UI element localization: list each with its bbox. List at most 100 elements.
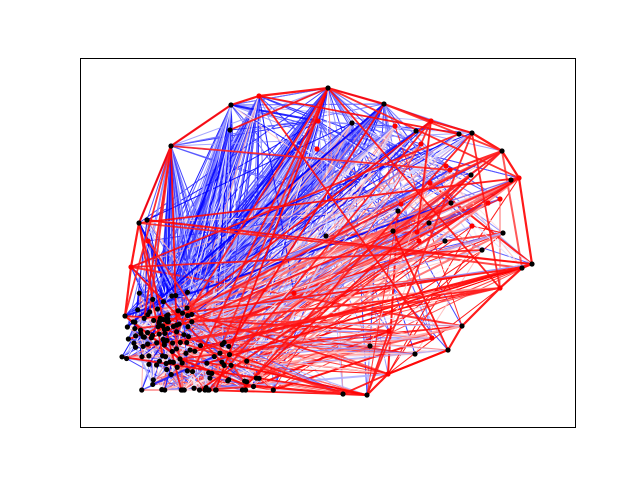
graph-edge bbox=[444, 232, 504, 242]
graph-edge bbox=[187, 326, 449, 351]
graph-edge bbox=[124, 145, 172, 317]
graph-edge bbox=[209, 169, 451, 379]
graph-node bbox=[349, 120, 355, 126]
graph-node bbox=[196, 387, 203, 393]
graph-node bbox=[153, 362, 160, 368]
graph-edge bbox=[129, 222, 141, 268]
graph-edge bbox=[327, 87, 501, 289]
graph-node bbox=[189, 311, 195, 318]
graph-node bbox=[428, 118, 434, 124]
graph-node bbox=[499, 148, 505, 154]
graph-edge bbox=[153, 125, 396, 321]
graph-node bbox=[443, 163, 449, 169]
graph-edge bbox=[430, 119, 473, 135]
graph-node bbox=[497, 196, 503, 202]
graph-node bbox=[426, 220, 432, 226]
graph-edge bbox=[221, 87, 329, 345]
graph-node bbox=[167, 359, 173, 365]
graph-edge bbox=[394, 125, 417, 132]
graph-edge bbox=[224, 341, 416, 355]
graph-node bbox=[150, 377, 156, 383]
graph-node bbox=[227, 127, 233, 133]
node-layer bbox=[119, 85, 535, 398]
graph-node bbox=[150, 381, 156, 388]
graph-edge bbox=[383, 103, 503, 152]
graph-node bbox=[170, 323, 176, 330]
graph-edge bbox=[179, 358, 225, 367]
graph-edge bbox=[387, 287, 501, 375]
graph-edge bbox=[447, 325, 463, 351]
graph-node bbox=[270, 387, 276, 393]
graph-edge bbox=[143, 145, 172, 319]
graph-node bbox=[529, 261, 535, 267]
graph-edge bbox=[342, 373, 389, 395]
graph-node bbox=[154, 340, 160, 346]
graph-node bbox=[448, 200, 454, 206]
graph-node bbox=[132, 344, 139, 350]
graph-edge bbox=[499, 267, 523, 289]
graph-node bbox=[219, 341, 225, 348]
graph-node bbox=[165, 312, 171, 318]
graph-node bbox=[169, 293, 175, 299]
graph-node bbox=[207, 375, 213, 381]
graph-node bbox=[177, 339, 183, 346]
graph-node bbox=[139, 354, 145, 360]
graph-node bbox=[162, 354, 169, 360]
graph-node bbox=[416, 238, 422, 244]
graph-node bbox=[184, 368, 190, 374]
graph-node bbox=[412, 351, 418, 357]
graph-edge bbox=[134, 346, 154, 385]
graph-node bbox=[242, 378, 248, 384]
edge-layer bbox=[121, 86, 534, 397]
graph-node bbox=[151, 317, 157, 324]
graph-edge bbox=[170, 145, 178, 332]
graph-node bbox=[122, 313, 128, 319]
graph-node bbox=[124, 324, 130, 330]
graph-node bbox=[508, 177, 514, 183]
graph-node bbox=[185, 333, 192, 340]
graph-node bbox=[244, 358, 250, 364]
graph-edge bbox=[165, 145, 172, 316]
graph-node bbox=[385, 371, 391, 377]
graph-edge bbox=[146, 122, 353, 221]
graph-edge bbox=[185, 352, 247, 383]
graph-node bbox=[242, 387, 249, 393]
graph-node bbox=[176, 321, 182, 327]
graph-node bbox=[139, 387, 145, 393]
graph-edge bbox=[171, 295, 183, 314]
graph-node bbox=[145, 311, 151, 318]
graph-edge bbox=[170, 120, 319, 147]
graph-edge bbox=[351, 122, 489, 204]
graph-node bbox=[204, 360, 210, 366]
graph-node bbox=[168, 143, 174, 149]
graph-node bbox=[226, 343, 232, 349]
graph-edge bbox=[325, 87, 329, 237]
graph-node bbox=[314, 146, 320, 152]
graph-node bbox=[456, 131, 462, 137]
graph-node bbox=[141, 334, 147, 340]
graph-node bbox=[291, 290, 297, 296]
graph-node bbox=[173, 292, 179, 299]
graph-edge bbox=[229, 87, 329, 131]
graph-node bbox=[136, 290, 142, 296]
graph-edge bbox=[130, 133, 460, 268]
graph-edge bbox=[175, 87, 329, 333]
graph-node bbox=[184, 305, 190, 311]
graph-node bbox=[130, 319, 136, 325]
graph-node bbox=[381, 101, 387, 107]
graph-node bbox=[146, 353, 152, 359]
graph-node bbox=[192, 348, 198, 354]
graph-edge bbox=[366, 373, 389, 396]
graph-node bbox=[211, 353, 217, 360]
graph-node bbox=[184, 312, 191, 319]
graph-node bbox=[156, 320, 162, 326]
graph-edge bbox=[241, 132, 473, 391]
graph-node bbox=[128, 264, 134, 270]
graph-node bbox=[386, 328, 392, 334]
graph-node bbox=[191, 385, 197, 391]
graph-node bbox=[179, 310, 186, 316]
graph-node bbox=[340, 391, 346, 397]
graph-node bbox=[169, 348, 175, 355]
graph-node bbox=[132, 325, 138, 332]
